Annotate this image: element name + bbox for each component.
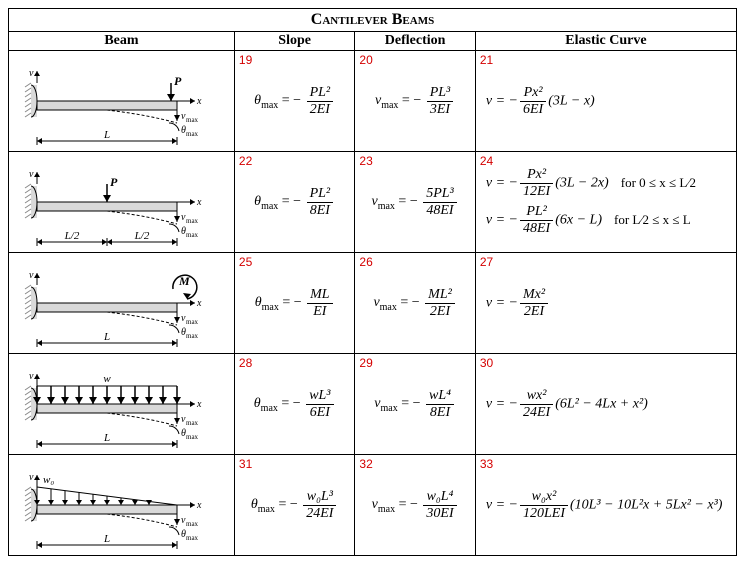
beam-diagram-cell: x vνmax θmax P L (9, 51, 235, 152)
table-row: x vνmax θmax P L19 θmax = − PL²2EI20 νma… (9, 51, 737, 152)
svg-text:x: x (196, 298, 202, 309)
beam-diagram-cell: x vνmax θmax M L (9, 253, 235, 354)
svg-text:max: max (186, 520, 199, 528)
deflection-cell: 26 νmax = − ML²2EI (355, 253, 475, 354)
title-row: Cantilever Beams (9, 9, 737, 32)
cell-number: 20 (359, 53, 372, 67)
cell-number: 29 (359, 356, 372, 370)
svg-text:max: max (186, 217, 199, 225)
svg-text:max: max (186, 130, 199, 138)
table-row: x vνmax θmax M L25 θmax = − MLEI26 νmax … (9, 253, 737, 354)
svg-text:max: max (186, 534, 199, 542)
elastic-curve-cell: 21v = −Px²6EI(3L − x) (475, 51, 736, 152)
slope-cell: 22 θmax = − PL²8EI (234, 152, 354, 253)
cell-number: 31 (239, 457, 252, 471)
elastic-curve-cell: 30v = −wx²24EI(6L² − 4Lx + x²) (475, 354, 736, 455)
elastic-curve-cell: 33v = −w₀x²120LEI(10L³ − 10L²x + 5Lx² − … (475, 455, 736, 556)
svg-text:max: max (186, 433, 199, 441)
cell-number: 25 (239, 255, 252, 269)
slope-cell: 25 θmax = − MLEI (234, 253, 354, 354)
table-row: x vνmax θmax w L28 θmax = − wL³6EI29 νma… (9, 354, 737, 455)
deflection-cell: 20 νmax = − PL³3EI (355, 51, 475, 152)
cantilever-table: Cantilever Beams Beam Slope Deflection E… (8, 8, 737, 556)
cell-number: 33 (480, 457, 493, 471)
header-slope: Slope (234, 32, 354, 51)
deflection-cell: 32 νmax = − w₀L⁴30EI (355, 455, 475, 556)
svg-text:v: v (29, 169, 34, 180)
cell-number: 26 (359, 255, 372, 269)
table-row: x vνmax θmax w₀ L31 θmax = − w₀L³24EI32 … (9, 455, 737, 556)
header-deflection: Deflection (355, 32, 475, 51)
svg-text:M: M (178, 274, 190, 288)
cell-number: 24 (480, 154, 493, 168)
svg-text:L/2: L/2 (64, 230, 80, 242)
cell-number: 23 (359, 154, 372, 168)
table-title: Cantilever Beams (9, 9, 737, 32)
slope-cell: 28 θmax = − wL³6EI (234, 354, 354, 455)
beam-diagram-cell: x vνmax θmax w₀ L (9, 455, 235, 556)
cell-number: 28 (239, 356, 252, 370)
svg-text:w₀: w₀ (43, 474, 54, 486)
elastic-curve-cell: 27v = −Mx²2EI (475, 253, 736, 354)
svg-text:x: x (196, 96, 202, 107)
header-row: Beam Slope Deflection Elastic Curve (9, 32, 737, 51)
svg-text:L: L (103, 432, 110, 444)
svg-text:L/2: L/2 (134, 230, 150, 242)
svg-text:w: w (103, 373, 111, 385)
svg-text:max: max (186, 318, 199, 326)
svg-text:max: max (186, 332, 199, 340)
svg-text:x: x (196, 500, 202, 511)
svg-text:v: v (29, 270, 34, 281)
elastic-curve-cell: 24v = −Px²12EI(3L − 2x)for 0 ≤ x ≤ L⁄2v … (475, 152, 736, 253)
svg-text:max: max (186, 116, 199, 124)
cell-number: 27 (480, 255, 493, 269)
svg-text:L: L (103, 533, 110, 545)
svg-text:x: x (196, 197, 202, 208)
deflection-cell: 23 νmax = − 5PL³48EI (355, 152, 475, 253)
svg-text:v: v (29, 472, 34, 483)
svg-text:L: L (103, 129, 110, 141)
cell-number: 22 (239, 154, 252, 168)
svg-text:P: P (174, 74, 182, 88)
slope-cell: 19 θmax = − PL²2EI (234, 51, 354, 152)
svg-text:x: x (196, 399, 202, 410)
header-beam: Beam (9, 32, 235, 51)
svg-text:max: max (186, 231, 199, 239)
svg-text:max: max (186, 419, 199, 427)
beam-diagram-cell: x vνmax θmax P L/2 L/2 (9, 152, 235, 253)
svg-text:v: v (29, 371, 34, 382)
svg-text:v: v (29, 68, 34, 79)
header-curve: Elastic Curve (475, 32, 736, 51)
svg-text:P: P (110, 175, 118, 189)
cell-number: 32 (359, 457, 372, 471)
table-row: x vνmax θmax P L/2 L/222 θmax = − PL²8EI… (9, 152, 737, 253)
cell-number: 21 (480, 53, 493, 67)
cell-number: 19 (239, 53, 252, 67)
deflection-cell: 29 νmax = − wL⁴8EI (355, 354, 475, 455)
beam-diagram-cell: x vνmax θmax w L (9, 354, 235, 455)
cell-number: 30 (480, 356, 493, 370)
slope-cell: 31 θmax = − w₀L³24EI (234, 455, 354, 556)
svg-text:L: L (103, 331, 110, 343)
